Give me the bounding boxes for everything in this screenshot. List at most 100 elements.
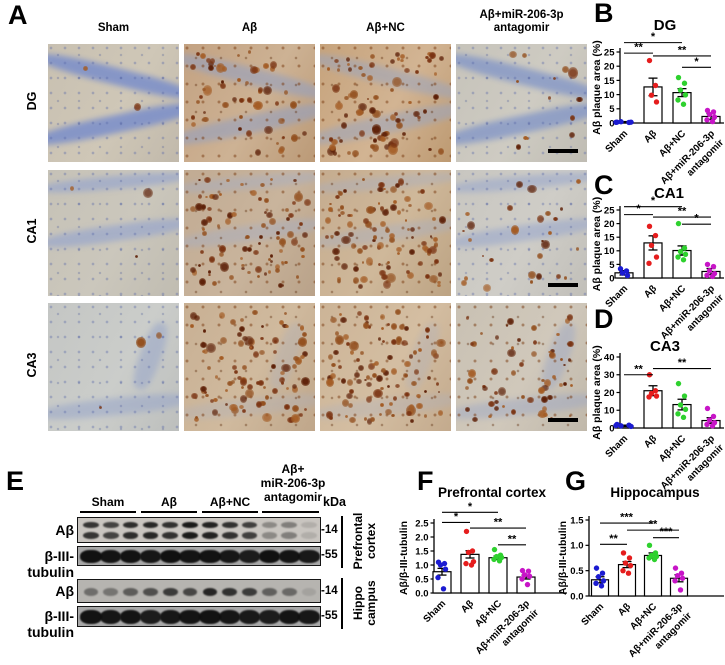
abeta-plaque [510,225,520,236]
abeta-plaque [536,253,543,260]
abeta-plaque [292,201,297,205]
abeta-plaque [358,103,368,112]
abeta-plaque [546,394,553,401]
ihc-tile-CA1-2 [184,170,315,296]
abeta-plaque [553,216,559,221]
abeta-plaque [241,263,246,268]
blot-band [301,587,317,597]
y-tick-label: 15 [604,233,615,244]
abeta-plaque [385,273,396,284]
abeta-plaque [396,252,401,256]
sig-stars: ** [494,517,503,529]
abeta-plaque [507,318,514,326]
abeta-plaque [278,319,284,325]
abeta-plaque [358,284,363,289]
y-axis-title: Aβ plaque area (%) [591,345,603,440]
abeta-plaque [361,261,365,265]
abeta-plaque [340,122,347,129]
data-point [675,380,682,387]
e-group-antagomir-line3: antagomir [263,490,322,504]
abeta-plaque [408,354,414,359]
abeta-plaque [568,131,576,139]
abeta-plaque [219,82,226,90]
abeta-plaque [239,97,244,104]
data-point [653,393,660,399]
blot-band [278,610,300,625]
abeta-plaque [260,400,267,407]
blot-band [301,521,317,529]
abeta-plaque [377,202,381,205]
y-tick-label: 1.5 [570,515,584,526]
abeta-plaque [237,53,241,57]
data-point [525,568,532,574]
abeta-plaque [520,394,525,400]
blot-strip-Aβ-0 [77,517,321,543]
abeta-plaque [366,257,374,266]
abeta-plaque [155,332,162,340]
abeta-plaque [526,137,530,141]
abeta-plaque [481,385,489,392]
abeta-plaque [429,246,437,255]
data-point [617,266,624,272]
data-point [682,251,689,258]
abeta-plaque [491,368,499,375]
abeta-plaque [432,236,438,243]
abeta-plaque [267,269,272,274]
abeta-plaque [263,385,267,389]
abeta-plaque [247,384,254,391]
data-point [440,586,447,592]
ihc-tile-CA1-4 [456,170,587,296]
abeta-plaque [274,340,278,344]
abeta-plaque [231,365,238,370]
abeta-plaque [420,188,426,195]
abeta-plaque [394,182,401,189]
data-point [674,573,681,579]
data-point [595,574,602,580]
blot-band [301,532,317,539]
abeta-plaque [241,409,246,414]
abeta-plaque [225,178,230,183]
e-mw-14-pf: -14 [321,524,338,536]
abeta-plaque [337,278,342,283]
ihc-tile-DG-1 [48,44,179,162]
abeta-plaque [365,374,371,380]
abeta-plaque [423,414,428,419]
data-point [681,80,688,86]
x-label: Sham [603,283,630,310]
abeta-plaque [389,233,396,240]
abeta-plaque [221,80,225,84]
abeta-plaque [501,404,506,408]
abeta-plaque [471,416,479,423]
abeta-plaque [380,136,387,142]
abeta-plaque [542,405,548,412]
sig-stars: * [636,203,641,215]
abeta-plaque [397,57,401,61]
abeta-plaque [519,362,524,368]
abeta-plaque [422,244,429,252]
abeta-plaque [256,274,260,278]
abeta-plaque [246,247,252,253]
abeta-plaque [378,181,386,189]
abeta-plaque [195,99,201,104]
abeta-plaque [365,396,372,404]
blot-band [199,550,221,564]
col-header-antagomir-line2: antagomir [493,22,550,34]
abeta-plaque [371,227,377,233]
ihc-tile-CA3-4 [456,303,587,431]
blot-band [202,532,218,539]
abeta-plaque [530,350,538,358]
abeta-plaque [271,364,276,369]
abeta-plaque [194,315,201,322]
abeta-plaque [360,351,364,355]
abeta-plaque [236,332,243,337]
abeta-plaque [333,350,340,356]
abeta-plaque [335,195,340,200]
e-bracket-hippocampus [341,578,343,629]
abeta-plaque [287,213,294,218]
abeta-plaque [395,246,402,253]
abeta-plaque [205,393,210,398]
abeta-plaque [437,410,444,417]
abeta-plaque [386,384,390,389]
abeta-plaque [328,137,334,142]
